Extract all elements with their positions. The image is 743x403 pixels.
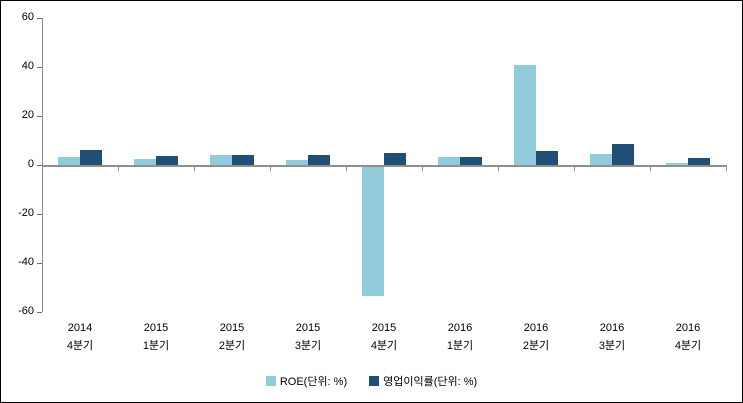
x-axis-label: 2016 2분기 bbox=[498, 319, 574, 355]
x-axis-tick bbox=[498, 165, 499, 171]
x-label-year: 2015 bbox=[371, 322, 397, 334]
x-axis-tick bbox=[118, 165, 119, 171]
x-label-year: 2015 bbox=[219, 322, 245, 334]
x-axis-tick bbox=[270, 165, 271, 171]
roe-bar bbox=[514, 64, 536, 165]
x-axis-tick bbox=[194, 165, 195, 171]
roe-bar bbox=[362, 165, 384, 297]
x-axis-label: 2015 3분기 bbox=[270, 319, 346, 355]
x-label-quarter: 3분기 bbox=[598, 340, 626, 352]
x-label-year: 2014 bbox=[67, 322, 93, 334]
operating-margin-bar bbox=[384, 153, 406, 165]
y-axis-tick-label: 20 bbox=[21, 109, 34, 121]
y-axis-tick bbox=[37, 214, 42, 215]
y-axis-tick-label: -20 bbox=[18, 207, 34, 219]
x-label-quarter: 2분기 bbox=[522, 340, 550, 352]
legend-item-operating-margin: 영업이익률(단위: %) bbox=[369, 373, 477, 389]
legend-label-operating-margin: 영업이익률(단위: %) bbox=[383, 376, 478, 388]
roe-bar bbox=[590, 153, 612, 165]
operating-margin-bar bbox=[536, 151, 558, 165]
y-axis-tick-label: 0 bbox=[27, 158, 34, 170]
x-label-quarter: 4분기 bbox=[674, 340, 702, 352]
x-axis-label: 2016 3분기 bbox=[574, 319, 650, 355]
x-axis-tick bbox=[422, 165, 423, 171]
y-axis-tick bbox=[37, 312, 42, 313]
y-axis-tick bbox=[37, 116, 42, 117]
x-axis-line bbox=[42, 165, 726, 167]
x-label-quarter: 4분기 bbox=[66, 340, 94, 352]
roe-bar bbox=[438, 156, 460, 165]
roe-bar bbox=[58, 156, 80, 165]
x-label-year: 2016 bbox=[447, 322, 473, 334]
y-axis-tick-label: 40 bbox=[21, 60, 34, 72]
y-axis-tick bbox=[37, 67, 42, 68]
operating-margin-bar bbox=[156, 155, 178, 165]
chart-legend: ROE(단위: %) 영업이익률(단위: %) bbox=[1, 373, 742, 389]
roe-bar bbox=[666, 163, 688, 165]
x-label-year: 2015 bbox=[295, 322, 321, 334]
operating-margin-bar bbox=[308, 154, 330, 165]
legend-label-roe: ROE(단위: %) bbox=[279, 376, 348, 388]
x-axis-tick bbox=[726, 165, 727, 171]
roe-bar bbox=[134, 158, 156, 165]
operating-margin-bar bbox=[612, 144, 634, 165]
x-label-year: 2015 bbox=[143, 322, 169, 334]
operating-margin-bar bbox=[460, 156, 482, 165]
x-label-quarter: 3분기 bbox=[294, 340, 322, 352]
operating-margin-bar bbox=[688, 158, 710, 165]
operating-margin-bar bbox=[232, 154, 254, 165]
x-axis-tick bbox=[574, 165, 575, 171]
x-label-year: 2016 bbox=[523, 322, 549, 334]
operating-margin-bar bbox=[80, 149, 102, 165]
y-axis-tick bbox=[37, 165, 42, 166]
x-label-quarter: 1분기 bbox=[446, 340, 474, 352]
y-axis-tick-label: -60 bbox=[18, 305, 34, 317]
roe-bar bbox=[210, 154, 232, 165]
x-axis-label: 2015 2분기 bbox=[194, 319, 270, 355]
y-axis-tick bbox=[37, 263, 42, 264]
legend-swatch-operating-margin-icon bbox=[369, 376, 380, 386]
x-label-year: 2016 bbox=[675, 322, 701, 334]
x-axis-tick bbox=[346, 165, 347, 171]
roe-bar bbox=[286, 159, 308, 165]
x-label-year: 2016 bbox=[599, 322, 625, 334]
x-label-quarter: 2분기 bbox=[218, 340, 246, 352]
x-label-quarter: 4분기 bbox=[370, 340, 398, 352]
legend-item-roe: ROE(단위: %) bbox=[265, 373, 348, 389]
x-axis-label: 2016 4분기 bbox=[650, 319, 726, 355]
x-label-quarter: 1분기 bbox=[142, 340, 170, 352]
x-axis-label: 2014 4분기 bbox=[42, 319, 118, 355]
x-axis-label: 2016 1분기 bbox=[422, 319, 498, 355]
x-axis-label: 2015 1분기 bbox=[118, 319, 194, 355]
y-axis-tick-label: 60 bbox=[21, 11, 34, 23]
y-axis-tick bbox=[37, 18, 42, 19]
x-axis-tick bbox=[650, 165, 651, 171]
x-axis-label: 2015 4분기 bbox=[346, 319, 422, 355]
legend-swatch-roe-icon bbox=[265, 376, 276, 386]
y-axis-tick-label: -40 bbox=[18, 256, 34, 268]
